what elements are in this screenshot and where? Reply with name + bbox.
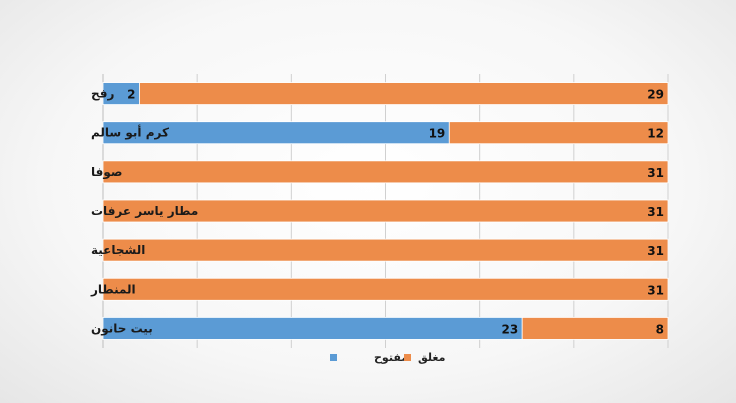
bar-segment-closed xyxy=(102,160,669,184)
category-label: الشجاعية xyxy=(91,243,145,257)
bar-segment-closed xyxy=(521,317,669,340)
bar-segment-closed xyxy=(102,199,669,223)
bars: 2 29 19 12 31 31 31 31 23 8 xyxy=(102,82,669,340)
data-label: 12 xyxy=(647,127,664,141)
bar-segment-open xyxy=(102,317,523,340)
bar-segment-closed xyxy=(139,82,669,105)
bar-segment-closed xyxy=(102,238,669,262)
legend-swatch-open xyxy=(330,354,337,361)
legend: مفتوح مغلق xyxy=(330,351,445,364)
data-label: 19 xyxy=(429,127,446,141)
data-label: 23 xyxy=(501,322,518,336)
data-label: 31 xyxy=(647,205,664,219)
legend-label-closed: مغلق xyxy=(418,351,445,364)
data-label: 2 xyxy=(127,88,135,102)
category-label: كرم أبو سالم xyxy=(91,125,169,141)
category-label: مطار ياسر عرفات xyxy=(91,204,198,218)
data-label: 31 xyxy=(647,166,664,180)
category-label: المنطار xyxy=(90,282,136,296)
category-label: صوفا xyxy=(91,165,122,180)
category-label: رفح xyxy=(91,87,115,101)
data-label: 31 xyxy=(647,283,664,297)
legend-swatch-closed xyxy=(404,354,411,361)
data-label: 8 xyxy=(656,322,664,336)
legend-label-open: مفتوح xyxy=(374,351,408,364)
data-label: 29 xyxy=(647,88,664,102)
bar-segment-closed xyxy=(102,277,669,301)
bar-segment-closed xyxy=(448,121,669,145)
category-label: بيت حانون xyxy=(91,321,153,336)
category-labels: رفح كرم أبو سالم صوفا مطار ياسر عرفات الشجاع… xyxy=(90,87,198,337)
data-label: 31 xyxy=(647,244,664,258)
